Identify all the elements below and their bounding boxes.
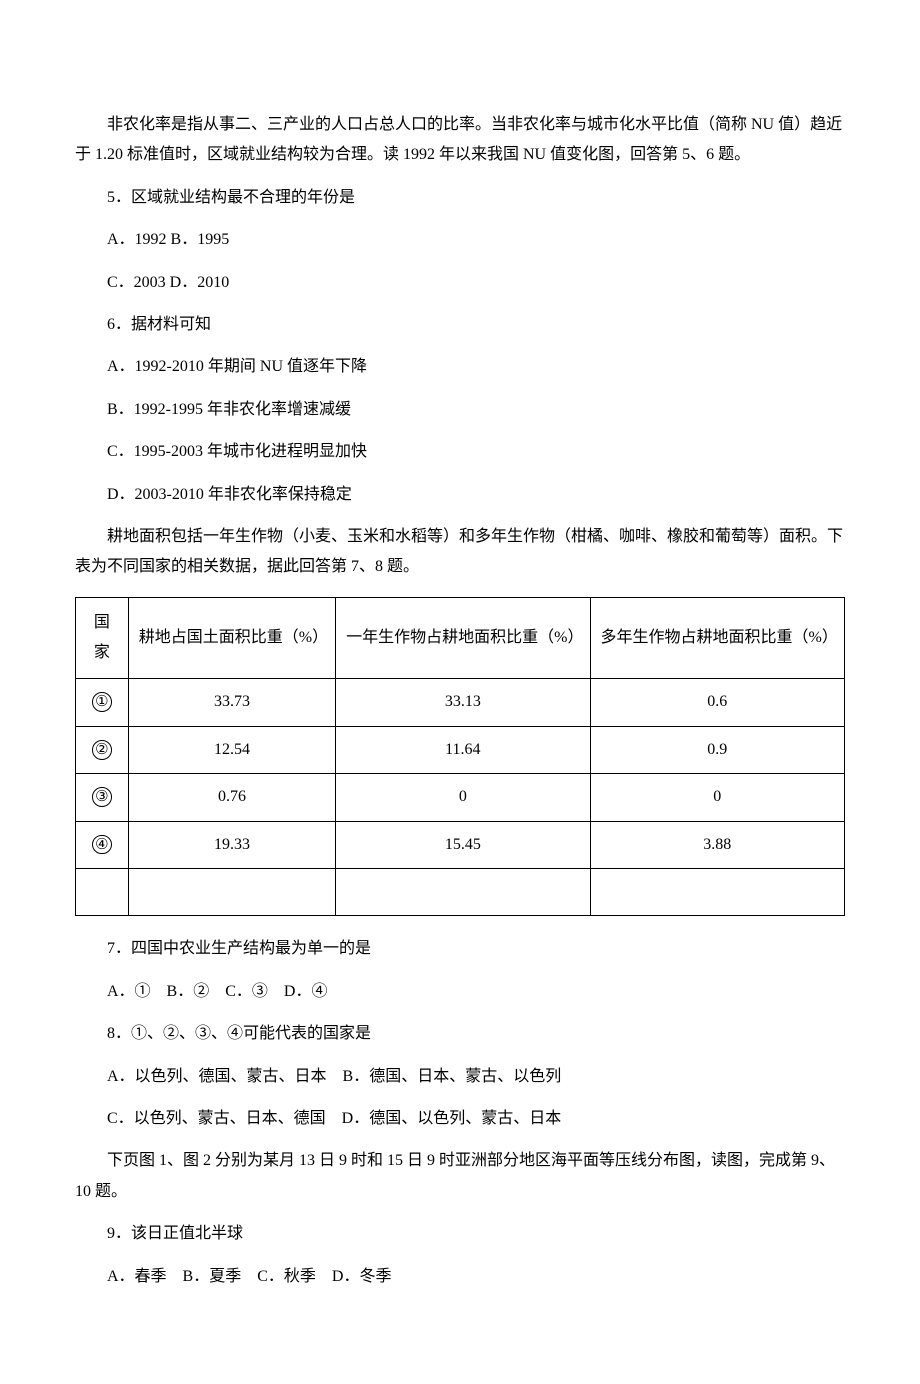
table-cell-label: ③ xyxy=(76,774,129,821)
table-header-country: 国家 xyxy=(76,597,129,679)
table-row-empty xyxy=(76,869,845,916)
table-header-c3: 一年生作物占耕地面积比重（%） xyxy=(336,597,590,679)
q5-options-ab: A．1992 B．1995 xyxy=(75,225,845,255)
q9-stem: 9．该日正值北半球 xyxy=(75,1219,845,1249)
circled-number-icon: ④ xyxy=(92,835,112,855)
table-cell: 0 xyxy=(590,774,844,821)
table-cell xyxy=(336,869,590,916)
q6-option-a: A．1992-2010 年期间 NU 值逐年下降 xyxy=(75,352,845,382)
q9-options: A．春季 B．夏季 C．秋季 D．冬季 xyxy=(75,1262,845,1292)
q6-stem: 6．据材料可知 xyxy=(75,310,845,340)
table-header-c2: 耕地占国土面积比重（%） xyxy=(128,597,335,679)
intro-paragraph-3: 下页图 1、图 2 分别为某月 13 日 9 时和 15 日 9 时亚洲部分地区… xyxy=(75,1146,845,1207)
table-cell xyxy=(76,869,129,916)
table-row: ④ 19.33 15.45 3.88 xyxy=(76,821,845,868)
intro-paragraph-2: 耕地面积包括一年生作物（小麦、玉米和水稻等）和多年生作物（柑橘、咖啡、橡胶和葡萄… xyxy=(75,522,845,583)
q8-options-line2: C．以色列、蒙古、日本、德国 D．德国、以色列、蒙古、日本 xyxy=(75,1104,845,1134)
q5-stem: 5．区域就业结构最不合理的年份是 xyxy=(75,183,845,213)
q6-option-d: D．2003-2010 年非农化率保持稳定 xyxy=(75,480,845,510)
q5-options-cd: C．2003 D．2010 xyxy=(75,268,845,298)
table-cell: 12.54 xyxy=(128,726,335,773)
table-cell-label: ① xyxy=(76,679,129,726)
q7-stem: 7．四国中农业生产结构最为单一的是 xyxy=(75,934,845,964)
table-header-row: 国家 耕地占国土面积比重（%） 一年生作物占耕地面积比重（%） 多年生作物占耕地… xyxy=(76,597,845,679)
table-cell-label: ④ xyxy=(76,821,129,868)
table-cell: 19.33 xyxy=(128,821,335,868)
q8-options-line1: A．以色列、德国、蒙古、日本 B．德国、日本、蒙古、以色列 xyxy=(75,1062,845,1092)
table-cell: 0.6 xyxy=(590,679,844,726)
table-cell: 3.88 xyxy=(590,821,844,868)
table-cell-label: ② xyxy=(76,726,129,773)
q6-option-b: B．1992-1995 年非农化率增速减缓 xyxy=(75,395,845,425)
table-row: ③ 0.76 0 0 xyxy=(76,774,845,821)
table-cell: 15.45 xyxy=(336,821,590,868)
circled-number-icon: ① xyxy=(92,692,112,712)
table-cell: 33.73 xyxy=(128,679,335,726)
table-cell: 0.76 xyxy=(128,774,335,821)
circled-number-icon: ③ xyxy=(92,787,112,807)
table-cell: 0 xyxy=(336,774,590,821)
q6-option-c: C．1995-2003 年城市化进程明显加快 xyxy=(75,437,845,467)
table-cell: 33.13 xyxy=(336,679,590,726)
intro-paragraph-1: 非农化率是指从事二、三产业的人口占总人口的比率。当非农化率与城市化水平比值（简称… xyxy=(75,110,845,171)
table-row: ② 12.54 11.64 0.9 xyxy=(76,726,845,773)
table-cell xyxy=(128,869,335,916)
table-cell: 0.9 xyxy=(590,726,844,773)
q8-stem: 8．①、②、③、④可能代表的国家是 xyxy=(75,1019,845,1049)
circled-number-icon: ② xyxy=(92,740,112,760)
table-header-c4: 多年生作物占耕地面积比重（%） xyxy=(590,597,844,679)
table-cell xyxy=(590,869,844,916)
table-cell: 11.64 xyxy=(336,726,590,773)
data-table: 国家 耕地占国土面积比重（%） 一年生作物占耕地面积比重（%） 多年生作物占耕地… xyxy=(75,597,845,917)
table-row: ① 33.73 33.13 0.6 xyxy=(76,679,845,726)
q7-options: A．① B．② C．③ D．④ xyxy=(75,977,845,1007)
